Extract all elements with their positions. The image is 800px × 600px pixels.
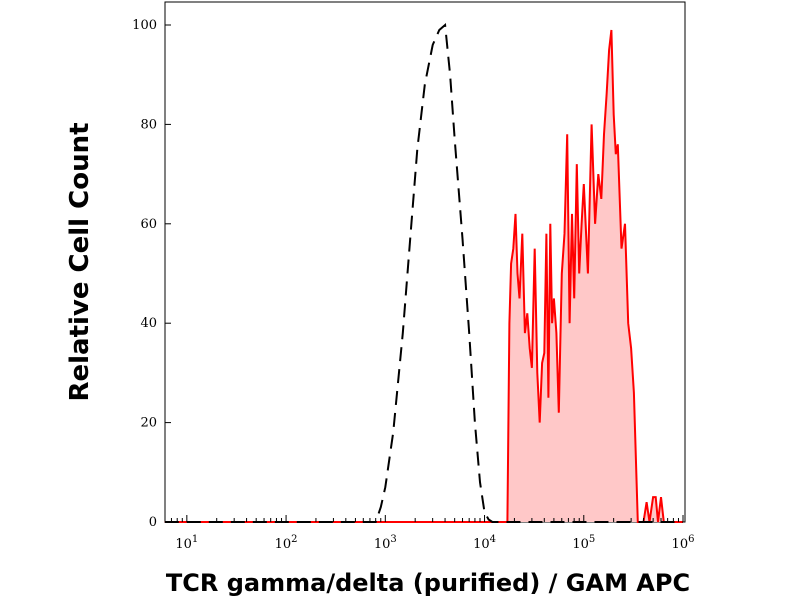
plot-area: 0 20 40 60 80 100 101 102 103 104 105 106 (132, 1, 695, 552)
unstained-control-line (164, 22, 683, 523)
stained-histogram-fill (164, 30, 684, 522)
x-tick-label: 106 (672, 534, 695, 552)
y-axis-title: Relative Cell Count (65, 122, 95, 401)
x-axis: 101 102 103 104 105 106 (170, 515, 695, 552)
y-tick-label: 80 (140, 117, 157, 132)
y-tick-label: 20 (140, 416, 157, 431)
x-tick-label: 103 (374, 534, 397, 552)
x-tick-label: 102 (275, 534, 298, 552)
x-axis-title: TCR gamma/delta (purified) / GAM APC (166, 569, 690, 597)
stained-histogram-line (164, 29, 683, 523)
y-tick-label: 0 (149, 515, 157, 530)
y-tick-label: 100 (132, 18, 157, 33)
y-axis: 0 20 40 60 80 100 (132, 18, 171, 530)
x-tick-label: 101 (175, 534, 198, 552)
y-tick-label: 60 (140, 217, 157, 232)
y-tick-label: 40 (140, 316, 157, 331)
x-tick-label: 105 (572, 534, 595, 552)
x-tick-label: 104 (473, 534, 496, 552)
